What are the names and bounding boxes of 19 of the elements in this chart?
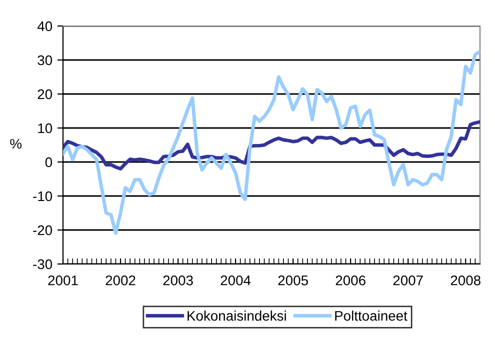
legend-label: Kokonaisindeksi: [188, 310, 286, 321]
x-tick-label: 2008: [450, 275, 480, 286]
y-tick-label: 20: [38, 89, 52, 100]
y-tick-label: 30: [38, 55, 52, 66]
y-tick-label: -20: [33, 225, 52, 236]
x-tick-label: 2006: [336, 275, 366, 286]
y-tick-label: 10: [38, 123, 52, 134]
legend-label: Polttoaineet: [335, 310, 408, 321]
y-tick-label: 0: [45, 157, 52, 168]
x-tick-label: 2007: [393, 275, 423, 286]
x-tick-label: 2003: [163, 275, 193, 286]
y-axis-title: %: [10, 138, 22, 149]
x-tick-label: 2002: [106, 275, 136, 286]
x-tick-label: 2001: [48, 275, 78, 286]
y-tick-label: -10: [33, 191, 52, 202]
y-tick-label: 40: [37, 21, 52, 32]
x-tick-label: 2005: [278, 275, 308, 286]
y-tick-label: -30: [33, 259, 52, 270]
x-tick-label: 2004: [220, 275, 251, 286]
